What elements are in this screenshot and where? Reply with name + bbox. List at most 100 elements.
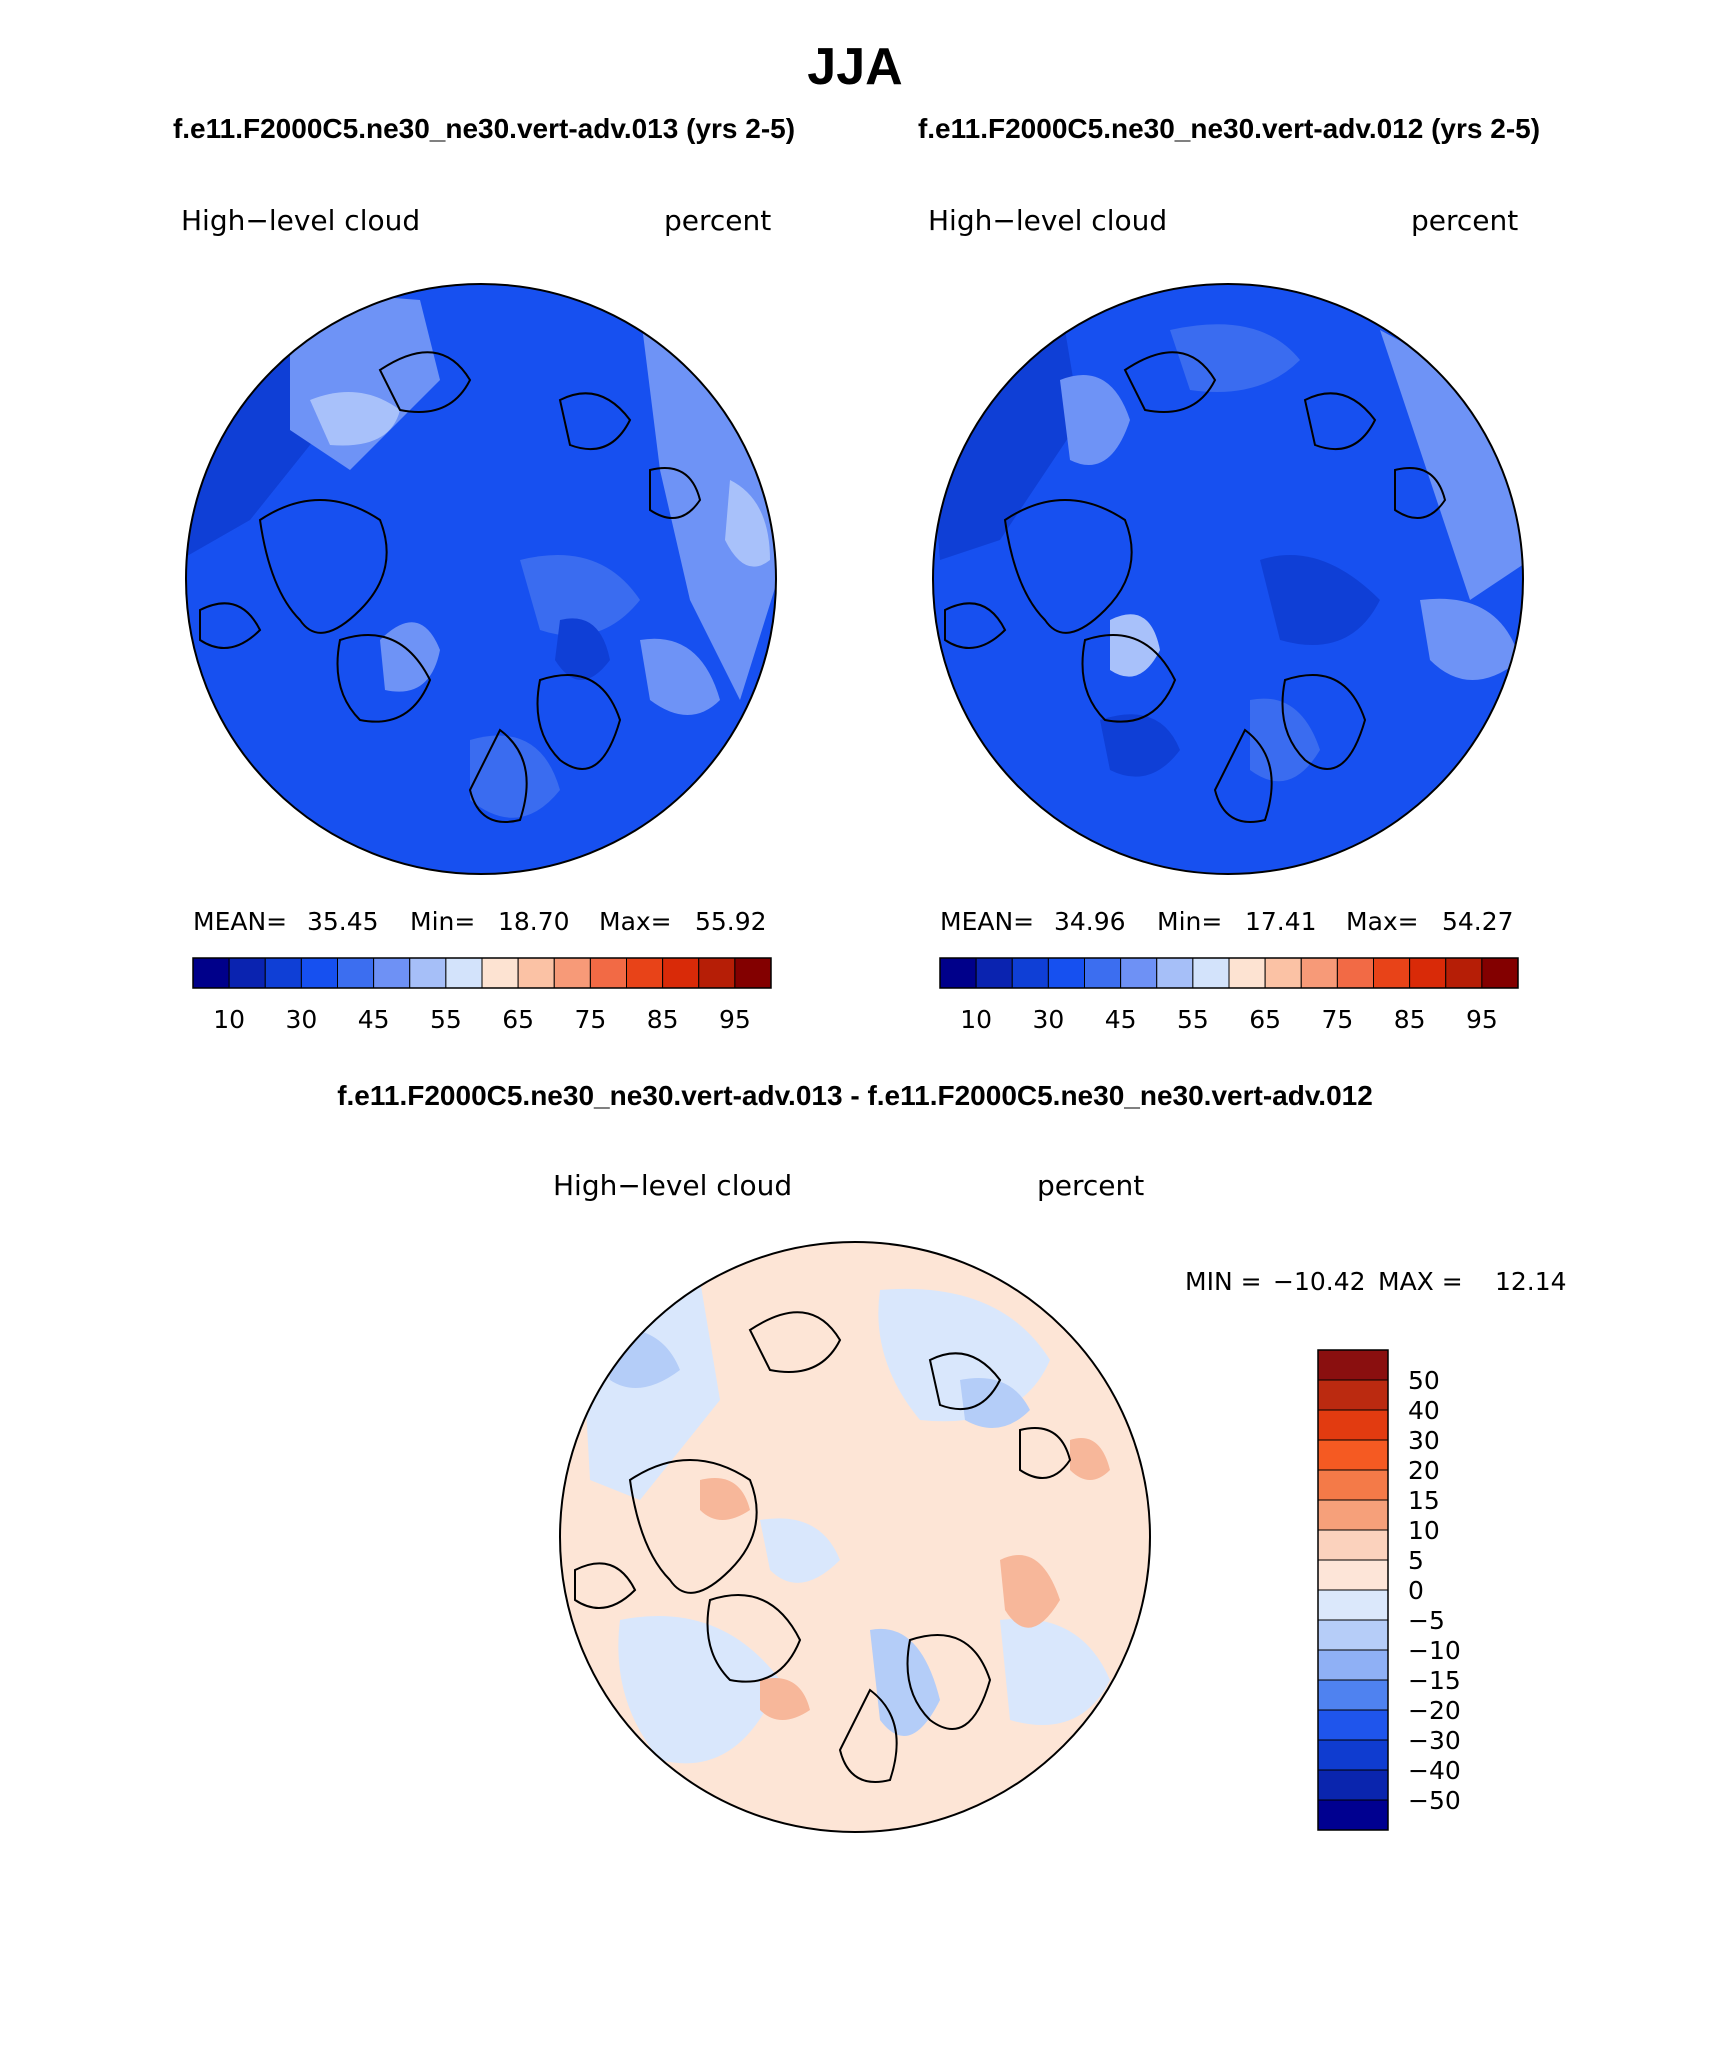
- diff-min-value: −10.42: [1273, 1267, 1366, 1296]
- diff-colorbar-label: 50: [1408, 1366, 1440, 1395]
- panel-a-colorbar-label: 95: [719, 1005, 751, 1034]
- panel-b-colorbar-box: [1228, 957, 1266, 989]
- panel-b-units: percent: [1411, 204, 1518, 237]
- panel-a-colorbar: 10 30 45 55 65 75 85 95: [192, 957, 772, 1034]
- map-contour-region: [1070, 1438, 1110, 1480]
- panel-b-colorbar-frame: [939, 957, 1519, 989]
- panel-a-variable: High−level cloud: [181, 204, 420, 237]
- coastline: [336, 634, 432, 723]
- map-contour-region: [960, 1378, 1030, 1428]
- diff-colorbar-label: −40: [1408, 1756, 1461, 1785]
- diff-title: f.e11.F2000C5.ne30_ne30.vert-adv.013 - f…: [337, 1080, 1373, 1111]
- coastline: [838, 1688, 898, 1783]
- panel-b: High−level cloud percent MEAN=: [928, 204, 1524, 1034]
- panel-b-colorbar-box: [1445, 957, 1483, 989]
- coastline: [706, 1594, 802, 1683]
- diff-colorbar-label: −20: [1408, 1696, 1461, 1725]
- diff-colorbar-label: 10: [1408, 1516, 1440, 1545]
- panel-a-stats: MEAN= 35.45 Min= 18.70 Max= 55.92: [193, 907, 767, 936]
- diff-colorbar-box: [1317, 1649, 1389, 1681]
- coastline: [1003, 499, 1133, 634]
- panel-b-colorbar-box: [1264, 957, 1302, 989]
- panel-b-colorbar-label: 85: [1394, 1005, 1426, 1034]
- panel-a-colorbar-box: [192, 957, 230, 989]
- coastline: [558, 392, 632, 450]
- panel-b-colorbar-box: [1011, 957, 1049, 989]
- panel-b-colorbar-box: [1047, 957, 1085, 989]
- panel-a-min-label: Min=: [410, 907, 475, 936]
- case-a-title: f.e11.F2000C5.ne30_ne30.vert-adv.013 (yr…: [173, 113, 795, 144]
- diff-colorbar-label: 15: [1408, 1486, 1440, 1515]
- map-contour-region: [725, 480, 770, 567]
- panel-a-min-value: 18.70: [498, 907, 570, 936]
- panel-b-colorbar-box: [1336, 957, 1374, 989]
- coastline: [1123, 351, 1217, 413]
- panel-a-colorbar-label: 85: [647, 1005, 679, 1034]
- map-contour-region: [470, 735, 560, 818]
- panel-a-colorbar-label: 65: [502, 1005, 534, 1034]
- panel-a-colorbar-box: [626, 957, 664, 989]
- panel-a-max-label: Max=: [599, 907, 672, 936]
- panel-b-colorbar-label: 75: [1321, 1005, 1353, 1034]
- diff-colorbar-box: [1317, 1799, 1389, 1831]
- diff-colorbar-label: −5: [1408, 1606, 1445, 1635]
- diff-colorbar-box: [1317, 1589, 1389, 1621]
- diff-stats: MIN = −10.42 MAX = 12.14: [1185, 1267, 1567, 1296]
- map-contour-region: [310, 392, 400, 446]
- coastline: [1019, 1427, 1072, 1479]
- diff-colorbar-box: [1317, 1709, 1389, 1741]
- panel-b-colorbar-label: 95: [1466, 1005, 1498, 1034]
- coastline: [1081, 634, 1177, 723]
- diff-colorbar-box: [1317, 1619, 1389, 1651]
- panel-a-map-border: [185, 283, 777, 875]
- diff-colorbar-label: 30: [1408, 1426, 1440, 1455]
- map-contour-region: [1420, 598, 1520, 680]
- panel-a-colorbar-box: [481, 957, 519, 989]
- map-contour-region: [1170, 324, 1300, 392]
- panel-a-mean-label: MEAN=: [193, 907, 287, 936]
- map-contour-region: [380, 622, 440, 692]
- panel-a-colorbar-label: 30: [285, 1005, 317, 1034]
- season-title: JJA: [807, 38, 902, 96]
- diff-colorbar-box: [1317, 1349, 1389, 1381]
- panel-a-colorbar-label: 55: [430, 1005, 462, 1034]
- coastline: [628, 1459, 758, 1594]
- diff-variable: High−level cloud: [553, 1169, 792, 1202]
- diff-colorbar-box: [1317, 1769, 1389, 1801]
- coastline: [199, 602, 262, 649]
- panel-b-colorbar: 10 30 45 55 65 75 85 95: [939, 957, 1519, 1034]
- panel-b-max-label: Max=: [1346, 907, 1419, 936]
- panel-diff: High−level cloud percent: [553, 1169, 1567, 1833]
- coastline: [536, 674, 622, 770]
- coastline: [928, 1352, 1002, 1410]
- diff-max-label: MAX =: [1378, 1267, 1463, 1296]
- panel-a-colorbar-frame: [192, 957, 772, 989]
- panel-b-colorbar-label: 65: [1249, 1005, 1281, 1034]
- case-b-title: f.e11.F2000C5.ne30_ne30.vert-adv.012 (yr…: [918, 113, 1540, 144]
- panel-a-polar-map: [186, 284, 776, 874]
- map-contour-region: [760, 1678, 810, 1720]
- diff-colorbar-box: [1317, 1469, 1389, 1501]
- diff-colorbar-frame: [1317, 1349, 1389, 1831]
- map-contour-region: [560, 1242, 1150, 1832]
- panel-b-colorbar-box: [1156, 957, 1194, 989]
- panel-b-colorbar-label: 10: [960, 1005, 992, 1034]
- panel-a-colorbar-box: [517, 957, 555, 989]
- map-contour-region: [760, 1518, 840, 1583]
- diff-colorbar-box: [1317, 1439, 1389, 1471]
- diff-colorbar-label: −10: [1408, 1636, 1461, 1665]
- diff-colorbar-label: −15: [1408, 1666, 1461, 1695]
- panel-a-colorbar-box: [445, 957, 483, 989]
- diff-max-value: 12.14: [1495, 1267, 1567, 1296]
- panel-b-colorbar-box: [1084, 957, 1122, 989]
- map-contour-region: [555, 618, 610, 680]
- coastline: [1281, 674, 1367, 770]
- panel-b-colorbar-label: 45: [1105, 1005, 1137, 1034]
- map-contour-region: [1000, 1555, 1060, 1628]
- diff-colorbar-box: [1317, 1559, 1389, 1591]
- panel-a-colorbar-box: [662, 957, 700, 989]
- coastline: [574, 1562, 637, 1609]
- panel-a-colorbar-box: [734, 957, 772, 989]
- panel-b-colorbar-label: 30: [1032, 1005, 1064, 1034]
